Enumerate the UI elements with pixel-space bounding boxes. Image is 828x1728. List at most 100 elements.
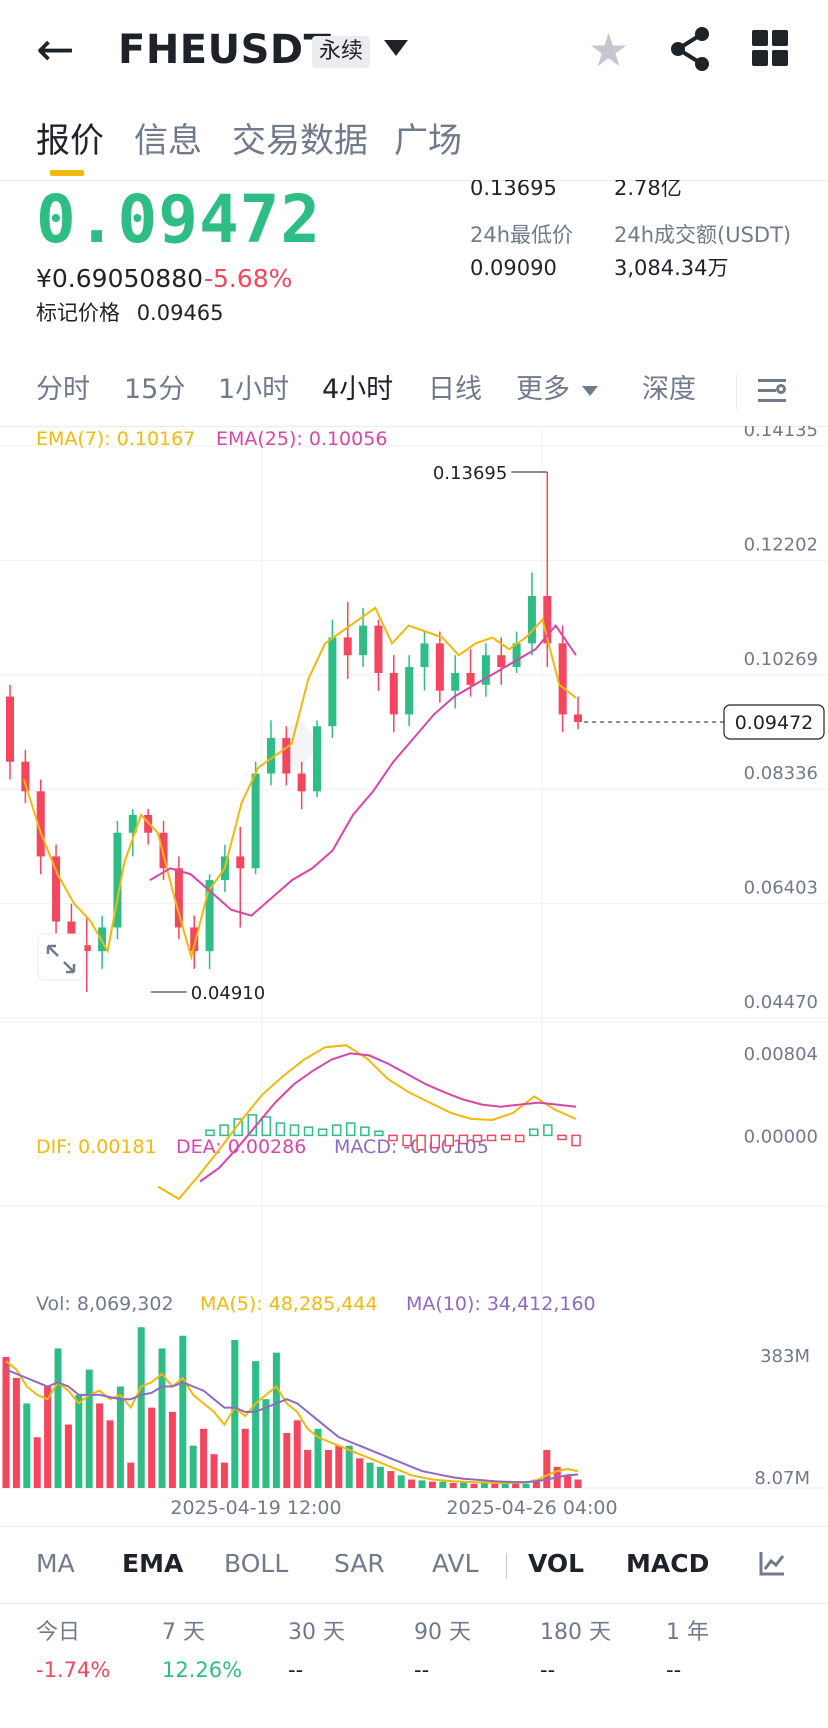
interval-1h[interactable]: 1小时 [218, 374, 290, 405]
legend-dea: DEA: 0.00286 [176, 1136, 306, 1158]
y-tick-label: 0.08336 [744, 763, 818, 784]
fullscreen-arrows [46, 944, 76, 974]
volume-bars [2, 1327, 582, 1488]
volume-bar [387, 1471, 395, 1488]
chart-settings-icon[interactable] [758, 377, 786, 405]
perf-label: 30 天 [288, 1620, 345, 1645]
volume-bar [522, 1483, 530, 1488]
legend-ema7: EMA(7): 0.10167 [36, 428, 195, 450]
indicator-macd[interactable]: MACD [626, 1549, 710, 1578]
candle-body [405, 667, 414, 715]
candle-body [297, 773, 306, 792]
candle-body [374, 625, 383, 673]
indicator-boll[interactable]: BOLL [224, 1549, 289, 1578]
volume-bar [12, 1378, 20, 1488]
candle-body [481, 655, 490, 685]
share-icon[interactable] [668, 24, 714, 74]
x-tick-label: 2025-04-19 12:00 [170, 1497, 341, 1519]
symbol-title[interactable]: FHEUSDT [118, 27, 332, 73]
indicator-ma[interactable]: MA [36, 1549, 75, 1578]
current-price-box [723, 704, 825, 740]
kline-chart[interactable]: EMA(7): 0.10167 EMA(25): 0.10056 0.14135… [0, 426, 828, 1526]
mark-price-label: 标记价格 [36, 301, 120, 325]
macd-tick-label: 0.00804 [744, 1044, 818, 1065]
indicator-sar[interactable]: SAR [334, 1549, 385, 1578]
grid-icon[interactable] [752, 30, 788, 66]
perf-label: 90 天 [414, 1620, 471, 1645]
tab-trading-data[interactable]: 交易数据 [232, 121, 368, 161]
indicator-vol[interactable]: VOL [528, 1549, 585, 1578]
candle-body [174, 868, 183, 928]
candle-body [466, 672, 475, 685]
candle-body [6, 696, 14, 762]
fullscreen-button [37, 933, 85, 981]
current-price-marker: 0.09472 [584, 704, 825, 740]
interval-timeline[interactable]: 分时 [36, 374, 90, 405]
volume-bar [2, 1356, 10, 1488]
mark-price: 标记价格 0.09465 [36, 298, 224, 328]
interval-4h[interactable]: 4小时 [322, 374, 394, 405]
macd-bar [557, 1134, 567, 1141]
candle-body [98, 927, 107, 952]
interval-15m[interactable]: 15分 [124, 374, 186, 405]
tab-quote[interactable]: 报价 [36, 121, 104, 161]
volume-bar [574, 1479, 582, 1488]
macd-bar [261, 1116, 272, 1137]
y-tick-label: 0.04470 [744, 992, 818, 1013]
perf-value: 12.26% [162, 1658, 243, 1682]
legend-vol: Vol: 8,069,302 [36, 1293, 174, 1315]
macd-bar [205, 1129, 215, 1137]
candle-body [574, 714, 582, 722]
volume-bar [543, 1449, 551, 1488]
candle-body [159, 832, 168, 869]
candle-body [282, 738, 291, 774]
volume-bar [491, 1482, 499, 1488]
indicator-settings-icon[interactable] [758, 1549, 786, 1577]
candle-body [67, 921, 76, 946]
volume-bar [428, 1481, 436, 1488]
legend-ema25: EMA(25): 0.10056 [216, 428, 387, 450]
dropdown-caret-icon[interactable] [384, 40, 408, 56]
macd-bar [500, 1134, 511, 1141]
volume-bar [127, 1462, 135, 1488]
x-tick-label: 2025-04-26 04:00 [446, 1497, 617, 1519]
perf-value: -- [288, 1658, 304, 1682]
volume-bar [501, 1483, 509, 1488]
volume-bar [33, 1437, 41, 1488]
tab-square[interactable]: 广场 [394, 121, 462, 161]
volume-bar [179, 1335, 187, 1488]
volume-bar [241, 1428, 249, 1488]
macd-bar [360, 1126, 370, 1137]
macd-bar [233, 1118, 243, 1137]
macd-y-axis: 0.00804 0.00000 [744, 1044, 818, 1147]
volume-bar [272, 1352, 280, 1488]
indicator-avl[interactable]: AVL [432, 1549, 479, 1578]
candles [6, 472, 582, 992]
perf-label: 180 天 [540, 1620, 611, 1645]
macd-bar [444, 1134, 455, 1147]
volume-bar [44, 1386, 52, 1488]
interval-daily[interactable]: 日线 [428, 374, 482, 405]
volume-bar [366, 1462, 374, 1488]
perf-value: -- [666, 1658, 682, 1682]
legend-ma10: MA(10): 34,412,160 [406, 1293, 596, 1315]
turnover-24h-label: 24h成交额(USDT) [614, 223, 792, 247]
macd-bar [402, 1134, 412, 1147]
volume-bar [376, 1466, 384, 1488]
active-tab-indicator [50, 170, 84, 176]
macd-bar [416, 1134, 426, 1151]
volume-bar [106, 1420, 114, 1488]
back-arrow-icon[interactable]: ← [36, 22, 75, 76]
candle-body [266, 738, 275, 774]
interval-more[interactable]: 更多 [516, 374, 570, 405]
indicator-bar: MA EMA BOLL SAR AVL VOL MACD [0, 1526, 828, 1604]
macd-bar [458, 1134, 469, 1145]
interval-divider [736, 374, 737, 410]
star-icon[interactable]: ★ [588, 23, 630, 77]
perf-value: -- [414, 1658, 430, 1682]
depth-tab[interactable]: 深度 [642, 374, 696, 405]
macd-bar [303, 1126, 314, 1137]
tab-info[interactable]: 信息 [134, 121, 202, 161]
indicator-ema[interactable]: EMA [122, 1549, 184, 1578]
volume-bar [210, 1454, 218, 1488]
